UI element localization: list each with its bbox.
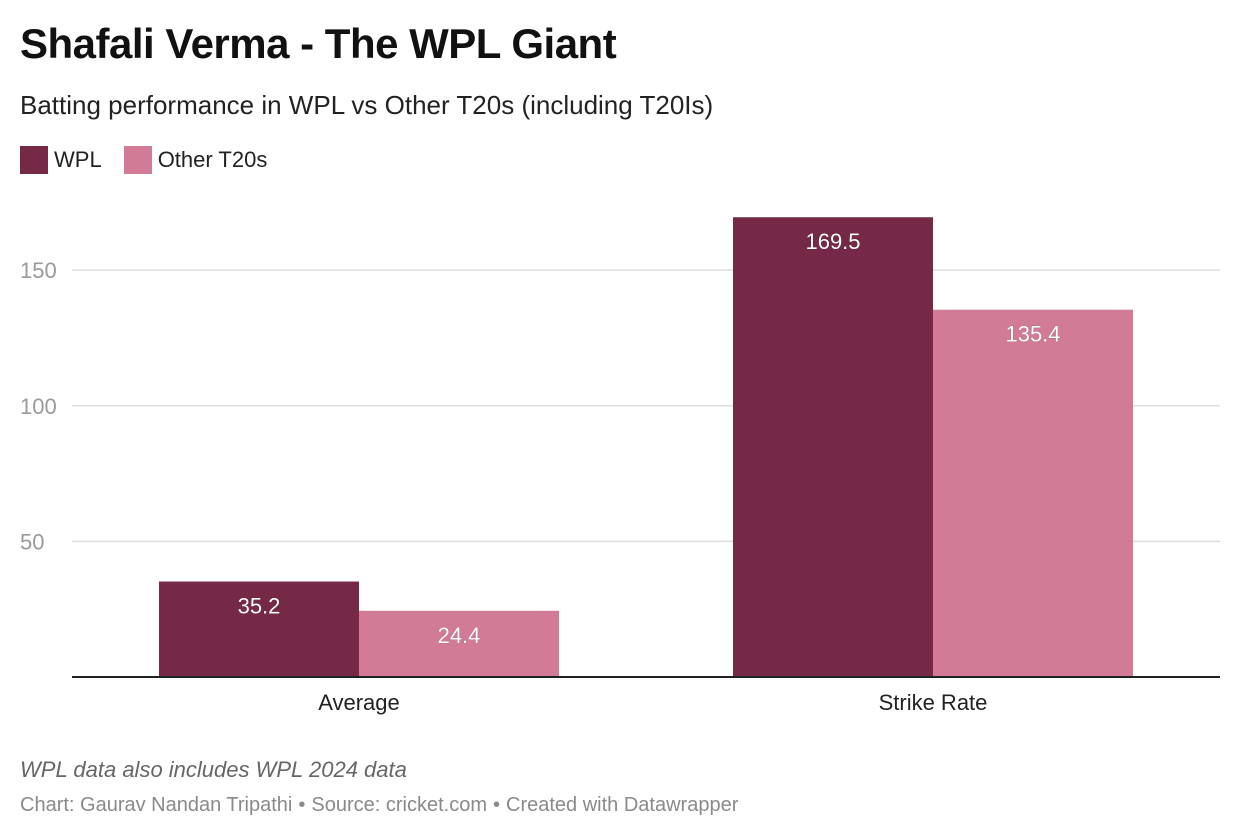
bar-value-label: 35.2 <box>238 594 281 619</box>
credit-tool: Created with Datawrapper <box>506 794 739 816</box>
chart-title: Shafali Verma - The WPL Giant <box>20 20 617 67</box>
credits-line: Chart: Gaurav Nandan Tripathi • Source: cr… <box>20 794 738 817</box>
bar-value-label: 24.4 <box>438 623 481 648</box>
bar-value-label: 169.5 <box>805 229 860 254</box>
bar-wpl <box>159 581 359 677</box>
bar-chart: 50 100 150 35.2 24.4 Average 169.5 135.4 Strike … <box>20 217 1220 715</box>
legend-label-wpl: WPL <box>54 147 102 172</box>
legend: WPL Other T20s <box>20 146 267 174</box>
legend-item-wpl: WPL <box>20 146 102 174</box>
credit-source: Source: cricket.com <box>311 794 487 816</box>
footnote: WPL data also includes WPL 2024 data <box>20 757 407 782</box>
bar-other-t20s <box>933 309 1133 677</box>
credit-separator: • <box>493 794 501 816</box>
y-tick-label: 100 <box>20 394 57 419</box>
legend-item-other-t20s: Other T20s <box>123 146 268 174</box>
credit-separator: • <box>298 794 306 816</box>
bar-other-t20s <box>359 610 559 677</box>
y-tick-label: 150 <box>20 258 57 283</box>
bar-value-label: 135.4 <box>1005 322 1060 347</box>
chart-subtitle: Batting performance in WPL vs Other T20s… <box>20 90 714 120</box>
x-category-label: Average <box>318 690 400 715</box>
bar-wpl <box>733 217 933 677</box>
legend-swatch-wpl <box>20 146 48 174</box>
y-tick-label: 50 <box>20 529 44 554</box>
credit-author: Chart: Gaurav Nandan Tripathi <box>20 794 293 816</box>
legend-label-other-t20s: Other T20s <box>157 147 268 172</box>
x-category-label: Strike Rate <box>879 690 988 715</box>
legend-swatch-other-t20s <box>123 146 152 174</box>
